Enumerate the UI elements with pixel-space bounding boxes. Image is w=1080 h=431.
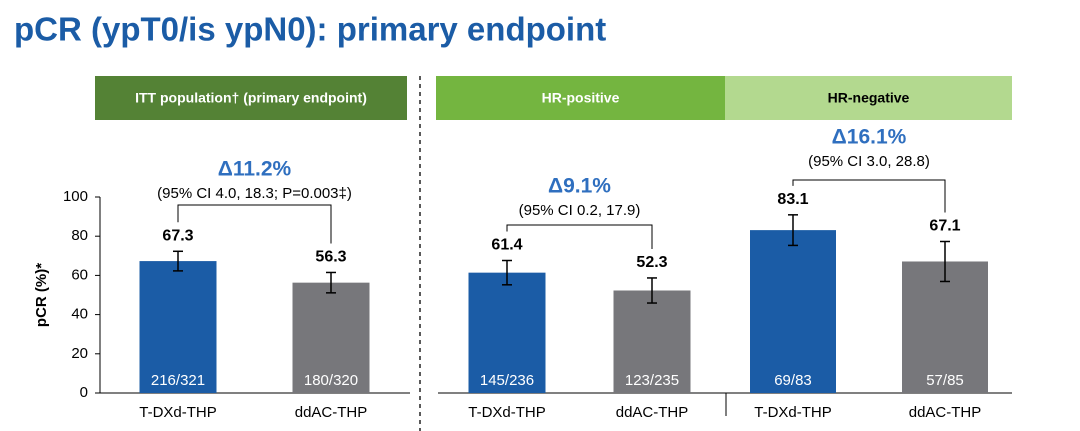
y-tick-label: 0 xyxy=(80,384,88,401)
y-axis-label: pCR (%)* xyxy=(33,263,50,327)
y-tick-label: 100 xyxy=(63,188,88,205)
delta-annotation: Δ11.2% xyxy=(218,158,292,181)
ci-annotation: (95% CI 0.2, 17.9) xyxy=(519,202,641,219)
count-label: 69/83 xyxy=(774,372,812,389)
value-label: 56.3 xyxy=(315,249,346,266)
count-label: 216/321 xyxy=(151,372,205,389)
bracket xyxy=(177,204,332,244)
x-tick-label: ddAC-THP xyxy=(616,404,689,421)
bar xyxy=(750,230,836,393)
x-tick-label: ddAC-THP xyxy=(909,404,982,421)
value-label: 67.1 xyxy=(929,218,960,235)
y-tick-label: 20 xyxy=(71,345,88,362)
bar xyxy=(292,282,370,393)
value-label: 67.3 xyxy=(162,228,193,245)
x-tick-label: T-DXd-THP xyxy=(139,404,217,421)
count-label: 57/85 xyxy=(926,372,964,389)
bracket xyxy=(506,224,653,249)
count-label: 123/235 xyxy=(625,372,679,389)
bracket xyxy=(792,179,946,213)
panel-header xyxy=(436,76,725,120)
count-label: 180/320 xyxy=(304,372,358,389)
panel-header xyxy=(725,76,1012,120)
panel-header xyxy=(95,76,407,120)
delta-annotation: Δ16.1% xyxy=(832,126,907,149)
x-tick-label: ddAC-THP xyxy=(295,404,368,421)
ci-annotation: (95% CI 4.0, 18.3; P=0.003‡) xyxy=(157,185,352,202)
panel-title: HR-negative xyxy=(828,90,910,106)
bar xyxy=(902,261,988,393)
value-label: 83.1 xyxy=(777,191,808,208)
count-label: 145/236 xyxy=(480,372,534,389)
delta-annotation: Δ9.1% xyxy=(548,175,611,198)
bar xyxy=(468,272,546,393)
page-title: pCR (ypT0/is ypN0): primary endpoint xyxy=(14,11,606,48)
ci-annotation: (95% CI 3.0, 28.8) xyxy=(808,153,930,170)
y-tick-label: 80 xyxy=(71,227,88,244)
value-label: 52.3 xyxy=(636,254,667,271)
x-tick-label: T-DXd-THP xyxy=(754,404,832,421)
value-label: 61.4 xyxy=(491,237,522,254)
panel-title: HR-positive xyxy=(542,90,620,106)
panel-title: ITT population† (primary endpoint) xyxy=(135,90,367,106)
bar xyxy=(613,290,691,393)
x-tick-label: T-DXd-THP xyxy=(468,404,546,421)
bar xyxy=(139,261,217,393)
y-tick-label: 40 xyxy=(71,306,88,323)
y-tick-label: 60 xyxy=(71,266,88,283)
